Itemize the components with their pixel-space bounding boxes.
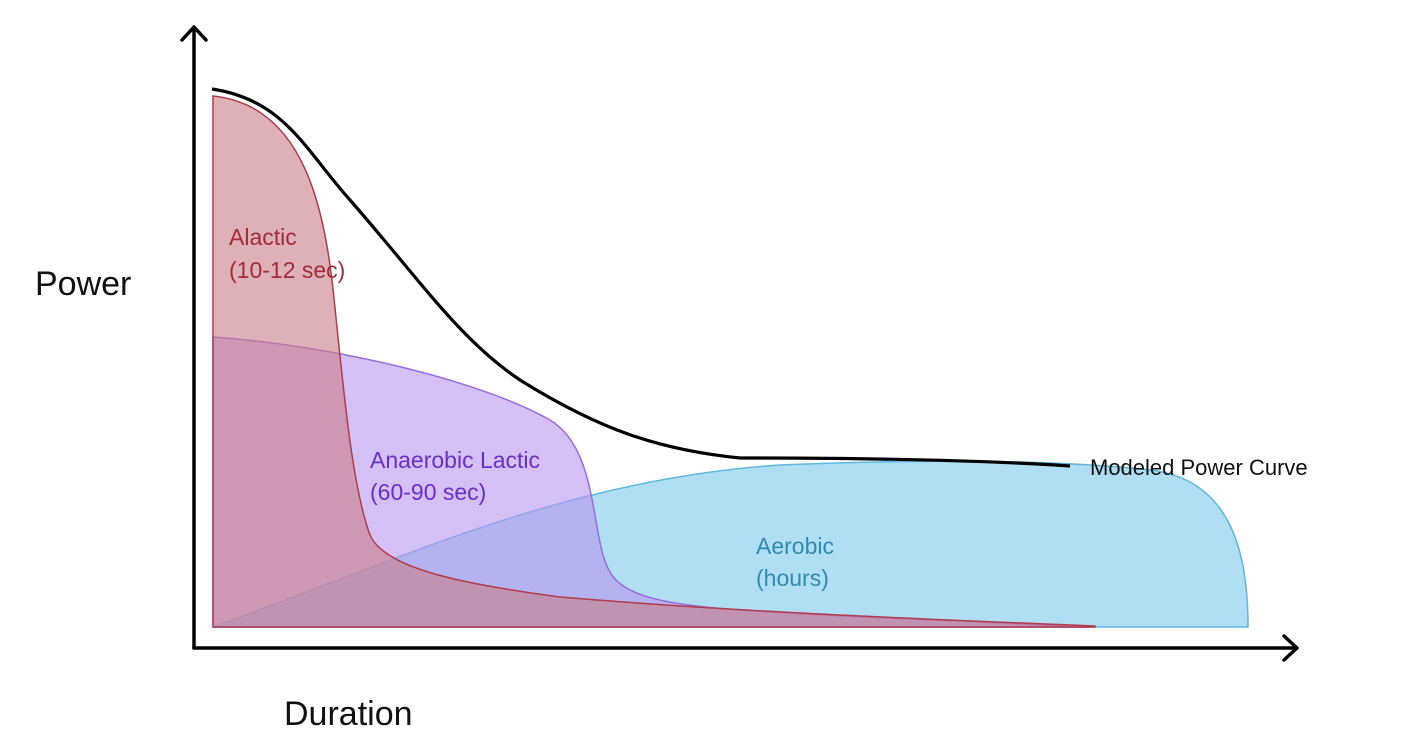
- x-axis-arrowhead: [1282, 634, 1299, 662]
- modeled-power-curve-label: Modeled Power Curve: [1090, 455, 1308, 480]
- anaerobic-lactic-label-line-1: Anaerobic Lactic: [370, 447, 540, 473]
- y-axis-arrowhead: [180, 25, 208, 42]
- alactic-zone-area: [212, 95, 1096, 628]
- aerobic-label-line-2: (hours): [756, 565, 829, 591]
- modeled-power-curve-line: [211, 87, 1071, 468]
- alactic-label-line-1: Alactic: [229, 224, 297, 250]
- x-axis-label: Duration: [284, 695, 413, 733]
- y-axis-label: Power: [35, 265, 131, 303]
- alactic-label-line-2: (10-12 sec): [229, 257, 345, 283]
- aerobic-label-line-1: Aerobic: [756, 533, 834, 559]
- axes: [180, 25, 1299, 662]
- anaerobic-lactic-label-line-2: (60-90 sec): [370, 479, 486, 505]
